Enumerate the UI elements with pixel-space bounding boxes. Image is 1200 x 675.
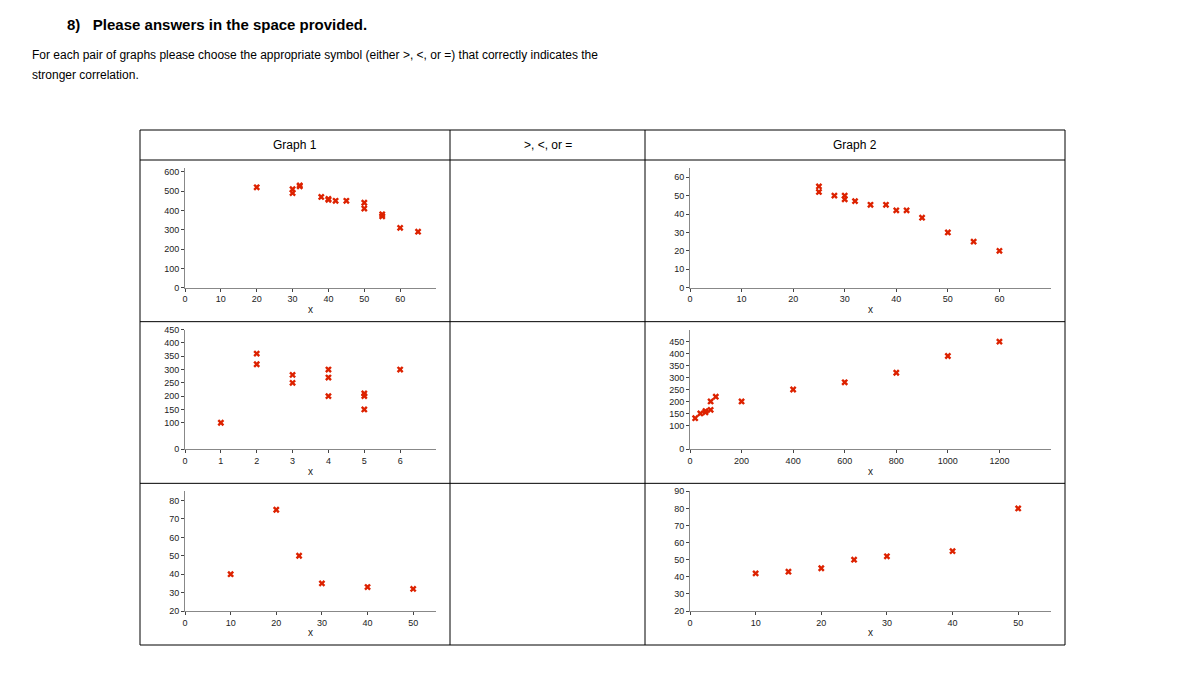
svg-text:600: 600: [837, 456, 852, 466]
svg-text:1: 1: [218, 456, 223, 466]
svg-text:100: 100: [164, 418, 179, 428]
svg-text:x: x: [868, 627, 873, 638]
svg-text:70: 70: [169, 514, 179, 524]
svg-text:50: 50: [169, 551, 179, 561]
svg-text:20: 20: [674, 246, 684, 256]
svg-text:4: 4: [326, 456, 331, 466]
svg-text:50: 50: [674, 191, 684, 201]
svg-text:30: 30: [840, 294, 850, 304]
svg-text:30: 30: [317, 618, 327, 628]
svg-text:350: 350: [669, 361, 684, 371]
svg-text:0: 0: [687, 456, 692, 466]
svg-text:50: 50: [674, 555, 684, 565]
svg-text:70: 70: [674, 521, 684, 531]
svg-text:2: 2: [254, 456, 259, 466]
svg-text:350: 350: [164, 351, 179, 361]
svg-text:0: 0: [174, 283, 179, 293]
svg-text:200: 200: [734, 456, 749, 466]
svg-text:90: 90: [674, 486, 684, 496]
svg-text:250: 250: [164, 378, 179, 388]
svg-text:0: 0: [182, 294, 187, 304]
svg-text:20: 20: [674, 606, 684, 616]
svg-text:40: 40: [169, 569, 179, 579]
svg-text:10: 10: [226, 618, 236, 628]
svg-text:80: 80: [169, 496, 179, 506]
svg-text:450: 450: [669, 337, 684, 347]
svg-text:40: 40: [363, 618, 373, 628]
svg-text:0: 0: [679, 444, 684, 454]
svg-text:400: 400: [164, 206, 179, 216]
svg-text:0: 0: [182, 456, 187, 466]
svg-text:50: 50: [359, 294, 369, 304]
svg-text:x: x: [308, 304, 313, 315]
svg-text:300: 300: [164, 225, 179, 235]
svg-text:450: 450: [164, 325, 179, 335]
svg-text:60: 60: [395, 294, 405, 304]
svg-text:40: 40: [323, 294, 333, 304]
svg-text:1200: 1200: [989, 456, 1009, 466]
svg-text:300: 300: [669, 373, 684, 383]
svg-text:6: 6: [398, 456, 403, 466]
svg-text:30: 30: [674, 589, 684, 599]
svg-text:10: 10: [216, 294, 226, 304]
svg-text:0: 0: [182, 618, 187, 628]
svg-text:0: 0: [687, 294, 692, 304]
svg-text:60: 60: [674, 172, 684, 182]
svg-text:50: 50: [1013, 618, 1023, 628]
svg-text:30: 30: [882, 618, 892, 628]
svg-text:5: 5: [362, 456, 367, 466]
svg-text:40: 40: [891, 294, 901, 304]
svg-text:30: 30: [674, 228, 684, 238]
svg-text:Graph 2: Graph 2: [833, 138, 877, 152]
svg-text:400: 400: [786, 456, 801, 466]
svg-text:0: 0: [679, 283, 684, 293]
svg-text:400: 400: [669, 349, 684, 359]
svg-text:60: 60: [674, 538, 684, 548]
svg-text:>, <, or =: >, <, or =: [524, 138, 572, 152]
svg-text:40: 40: [674, 209, 684, 219]
svg-text:200: 200: [164, 391, 179, 401]
svg-text:0: 0: [687, 618, 692, 628]
svg-text:50: 50: [408, 618, 418, 628]
svg-text:x: x: [868, 304, 873, 315]
svg-text:600: 600: [164, 167, 179, 177]
svg-text:150: 150: [164, 405, 179, 415]
svg-text:400: 400: [164, 338, 179, 348]
svg-text:Graph 1: Graph 1: [273, 138, 317, 152]
svg-text:200: 200: [669, 397, 684, 407]
svg-text:30: 30: [169, 588, 179, 598]
svg-text:3: 3: [290, 456, 295, 466]
svg-text:80: 80: [674, 504, 684, 514]
svg-text:200: 200: [164, 244, 179, 254]
svg-text:40: 40: [948, 618, 958, 628]
svg-text:30: 30: [288, 294, 298, 304]
svg-text:8) Please answers in the spa: 8) Please answers in the space provided.: [67, 16, 367, 33]
svg-text:10: 10: [737, 294, 747, 304]
svg-text:60: 60: [169, 533, 179, 543]
svg-text:150: 150: [669, 409, 684, 419]
svg-text:stronger correlation.: stronger correlation.: [32, 68, 139, 82]
svg-text:x: x: [868, 466, 873, 477]
svg-text:100: 100: [164, 264, 179, 274]
svg-text:500: 500: [164, 186, 179, 196]
svg-text:10: 10: [751, 618, 761, 628]
svg-text:800: 800: [889, 456, 904, 466]
svg-text:10: 10: [674, 264, 684, 274]
svg-text:40: 40: [674, 572, 684, 582]
svg-text:1000: 1000: [938, 456, 958, 466]
svg-text:x: x: [308, 627, 313, 638]
svg-text:20: 20: [169, 606, 179, 616]
svg-text:x: x: [308, 466, 313, 477]
svg-text:For each pair of graphs please: For each pair of graphs please choose th…: [32, 48, 598, 62]
svg-text:60: 60: [994, 294, 1004, 304]
svg-text:20: 20: [816, 618, 826, 628]
svg-text:0: 0: [174, 444, 179, 454]
svg-text:20: 20: [252, 294, 262, 304]
svg-text:250: 250: [669, 385, 684, 395]
svg-text:300: 300: [164, 365, 179, 375]
svg-text:100: 100: [669, 421, 684, 431]
svg-text:20: 20: [788, 294, 798, 304]
svg-text:50: 50: [943, 294, 953, 304]
svg-text:20: 20: [271, 618, 281, 628]
